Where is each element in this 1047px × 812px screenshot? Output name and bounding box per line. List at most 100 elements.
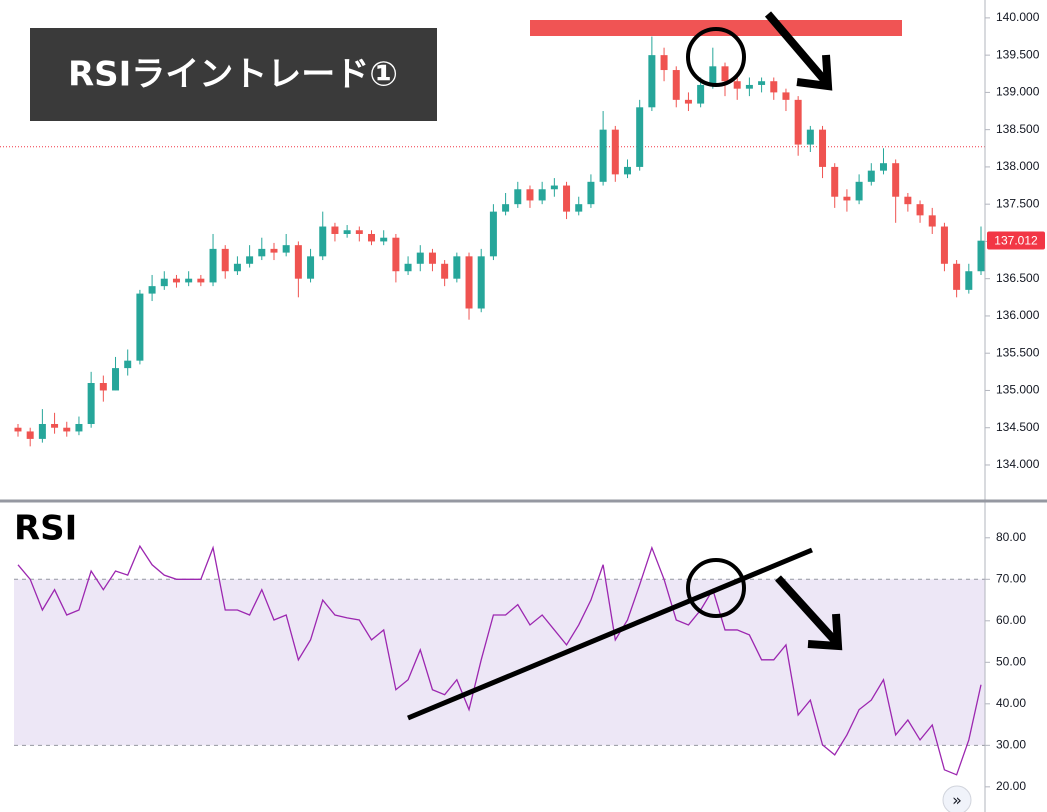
candle-body [965, 271, 973, 290]
y-tick-label: 139.000 [996, 85, 1040, 99]
candle-body [745, 84, 753, 89]
candle-body [380, 237, 388, 242]
rsi-band [14, 579, 985, 746]
y-tick-label: 20.00 [996, 779, 1026, 793]
scroll-button-label[interactable]: » [952, 791, 962, 810]
candle-body [855, 181, 863, 201]
candle-body [514, 189, 522, 205]
candle-body [636, 107, 644, 167]
candle-body [587, 181, 595, 205]
candle-body [112, 368, 120, 391]
candle-body [843, 196, 851, 201]
candle-body [14, 427, 22, 432]
arrow-head [796, 54, 833, 91]
candle-body [916, 204, 924, 216]
candle-body [307, 256, 315, 279]
title-box [30, 28, 437, 121]
candle-body [416, 252, 424, 264]
candle-body [282, 245, 290, 253]
candle-body [770, 81, 778, 93]
candle-body [392, 237, 400, 272]
candle-body [124, 360, 132, 369]
y-tick-label: 140.000 [996, 10, 1040, 24]
candle-body [441, 263, 449, 279]
candle-body [563, 185, 571, 212]
y-tick-label: 134.000 [996, 457, 1040, 471]
candle-body [221, 248, 229, 272]
y-tick-label: 138.000 [996, 159, 1040, 173]
highlight-circle [686, 558, 746, 618]
candle-body [209, 248, 217, 283]
highlight-circle [686, 27, 746, 87]
candle-body [794, 99, 802, 145]
y-tick-label: 135.500 [996, 345, 1040, 359]
candle-body [343, 230, 351, 234]
candle-body [99, 383, 107, 391]
y-tick-label: 80.00 [996, 530, 1026, 544]
candle-body [831, 166, 839, 197]
candle-body [623, 166, 631, 175]
candle-body [502, 204, 510, 212]
y-tick-label: 40.00 [996, 696, 1026, 710]
candle-body [575, 204, 583, 212]
candle-body [246, 256, 254, 264]
candle-body [599, 129, 607, 182]
arrow [775, 575, 839, 645]
candle-body [526, 189, 534, 201]
candle-body [489, 211, 497, 257]
y-tick-label: 30.00 [996, 737, 1026, 751]
trend-line [407, 547, 813, 721]
candle-body [38, 423, 46, 439]
y-tick-label: 60.00 [996, 613, 1026, 627]
candle-body [355, 230, 363, 234]
candle-body [368, 233, 376, 242]
candle-body [136, 293, 144, 361]
candle-body [51, 423, 59, 428]
candle-body [63, 427, 71, 432]
y-tick-label: 136.000 [996, 308, 1040, 322]
y-tick-label: 70.00 [996, 571, 1026, 585]
candle-body [197, 278, 205, 283]
plot-layer: 134.000 134.500 135.000 135.500 136.000 136.5… [0, 10, 1045, 793]
pane-title: RSI [14, 509, 77, 549]
y-tick-label: 138.500 [996, 122, 1040, 136]
candle-body [867, 170, 875, 182]
candle-body [538, 189, 546, 201]
candle-body [75, 423, 83, 432]
candle-body [270, 248, 278, 253]
y-tick-label: 50.00 [996, 654, 1026, 668]
y-tick-label: 136.500 [996, 271, 1040, 285]
candle-body [928, 215, 936, 227]
rsi-line [17, 544, 982, 776]
y-tick-label: 139.500 [996, 47, 1040, 61]
candle-body [465, 256, 473, 309]
candle-body [758, 81, 766, 85]
candle-body [172, 278, 180, 283]
candle-body [611, 129, 619, 175]
last-price-marker [987, 231, 1045, 250]
candle-body [733, 81, 741, 89]
scroll-button[interactable] [942, 785, 972, 812]
candle-body [87, 383, 95, 424]
last-price-label: 137.012 [994, 234, 1038, 248]
candle-body [648, 55, 656, 108]
candle-body [806, 129, 814, 145]
candle-body [404, 263, 412, 272]
candle-body [782, 92, 790, 100]
candle-body [233, 263, 241, 272]
candle-body [953, 263, 961, 290]
candle-body [258, 248, 266, 257]
y-tick-label: 137.500 [996, 196, 1040, 210]
candle-body [721, 66, 729, 82]
candle-body [892, 163, 900, 197]
candle-body [294, 245, 302, 279]
arrow-head [807, 613, 843, 651]
y-tick-label: 135.000 [996, 383, 1040, 397]
candle-body [331, 226, 339, 234]
candle-body [904, 196, 912, 205]
candle-body [453, 256, 461, 279]
chart-title: RSIライントレード① [68, 55, 398, 95]
candle-body [697, 84, 705, 104]
candle-body [477, 256, 485, 309]
